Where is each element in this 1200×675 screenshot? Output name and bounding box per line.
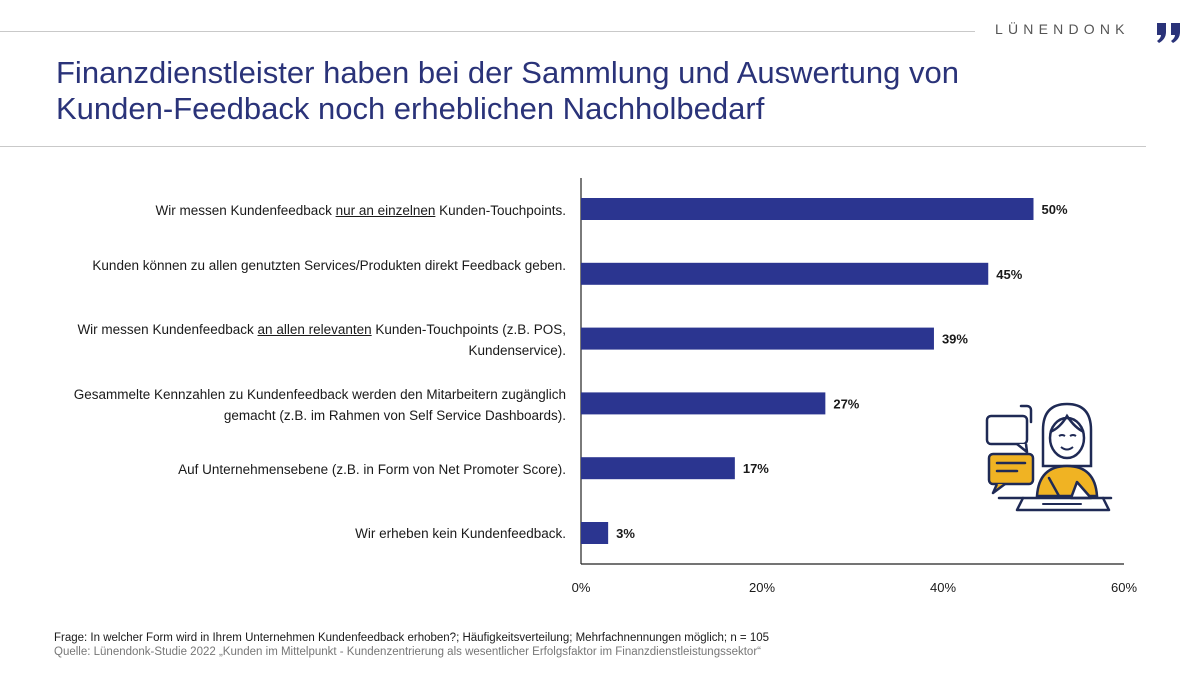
bar-value-label-1: 50%	[1042, 202, 1068, 217]
bar-value-label-5: 17%	[743, 461, 769, 476]
category-label-6: Wir erheben kein Kundenfeedback.	[355, 526, 566, 541]
bar-value-label-4: 27%	[833, 396, 859, 411]
bar-value-label-3: 39%	[942, 332, 968, 347]
bar-value-label-6: 3%	[616, 526, 635, 541]
x-tick-label-3: 40%	[930, 580, 956, 595]
footnote-source: Quelle: Lünendonk-Studie 2022 „Kunden im…	[54, 646, 761, 658]
customer-feedback-illustration	[985, 402, 1113, 512]
category-label-5: Auf Unternehmensebene (z.B. in Form von …	[178, 462, 566, 477]
bar-1	[581, 198, 1034, 220]
bar-value-label-2: 45%	[996, 267, 1022, 282]
x-tick-label-4: 60%	[1111, 580, 1137, 595]
bar-3	[581, 327, 934, 350]
category-label-4: Gesammelte Kennzahlen zu Kundenfeedback …	[73, 387, 566, 423]
title-rule	[0, 146, 1146, 147]
title-line-2: Kunden-Feedback noch erheblichen Nachhol…	[56, 91, 765, 126]
bar-4	[581, 392, 826, 415]
x-tick-label-1: 0%	[572, 580, 591, 595]
bar-6	[581, 522, 609, 544]
bar-5	[581, 457, 735, 480]
footnote-question: Frage: In welcher Form wird in Ihrem Unt…	[54, 632, 770, 644]
header-rule	[0, 31, 975, 32]
brand-logo-text: LÜNENDONK	[995, 21, 1130, 37]
page-title: Finanzdienstleister haben bei der Sammlu…	[56, 55, 1136, 127]
x-tick-label-2: 20%	[749, 580, 775, 595]
category-label-2: Kunden können zu allen genutzten Service…	[92, 258, 566, 273]
category-label-3: Wir messen Kundenfeedback an allen relev…	[77, 322, 566, 358]
category-label-1: Wir messen Kundenfeedback nur an einzeln…	[155, 203, 566, 218]
quote-mark-icon	[1157, 23, 1180, 43]
bar-2	[581, 262, 989, 285]
title-line-1: Finanzdienstleister haben bei der Sammlu…	[56, 55, 959, 90]
